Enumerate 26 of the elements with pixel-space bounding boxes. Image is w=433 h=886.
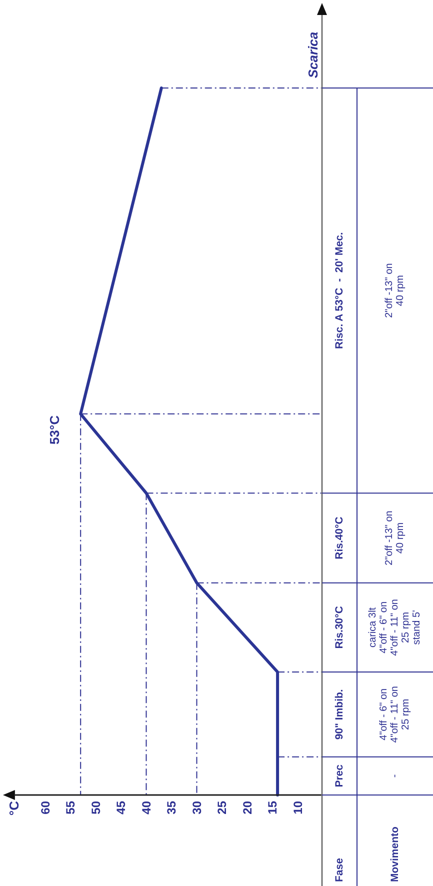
x-tick-label: 35 [164,800,178,814]
text: - [390,774,400,778]
x-tick-label: 25 [215,800,229,814]
text: 90" Imbib. [334,689,346,740]
text: Fase [334,858,346,882]
x-tick-label: 15 [266,800,280,814]
text: Risc. A 53°C - 20' Mec. [334,232,346,349]
x-tick-label: 40 [139,800,154,814]
text: carica 3lt 4"off - 6" on 4"off - 11" on 25 rpm stand 5' [368,599,422,656]
text: 4"off - 6" on 4"off - 11" on 25 rpm [378,686,412,743]
text: 2"off -13" on 40 rpm [384,510,406,566]
x-tick-label: 30 [190,800,204,814]
x-tick-label: 45 [114,800,128,814]
text: Prec [334,764,346,788]
text: Movimento [389,826,401,882]
x-tick-label: 60 [38,800,52,814]
text: Ris.30°C [334,606,346,649]
text: °C [6,800,22,816]
x-tick-label: 10 [290,800,305,814]
text: 2"off -13" on 40 rpm [384,263,406,318]
y-axis-title: Scarica [306,32,320,78]
annotation: 53°C [47,414,62,444]
x-tick-label: 20 [240,800,254,814]
x-tick-label: 55 [64,800,78,814]
text: Ris.40°C [334,516,346,560]
x-tick-label: 50 [88,800,103,814]
